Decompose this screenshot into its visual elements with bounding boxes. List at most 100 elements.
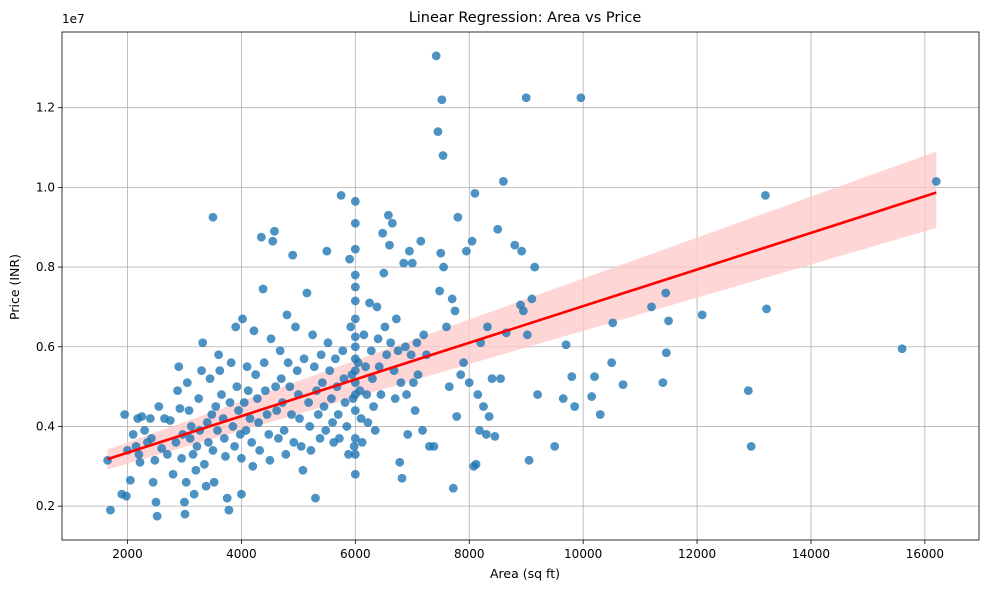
data-point: [177, 453, 187, 463]
data-point: [245, 414, 255, 423]
data-point: [401, 342, 410, 352]
data-point: [287, 410, 296, 419]
data-point: [192, 441, 202, 451]
data-point: [175, 404, 185, 413]
x-tick-label: 14000: [792, 547, 830, 561]
data-point: [313, 410, 323, 419]
data-point: [306, 445, 316, 455]
data-point: [387, 218, 397, 228]
data-point: [321, 426, 331, 435]
y-tick-label: 1.2: [36, 101, 55, 115]
data-point: [344, 449, 353, 459]
data-point: [327, 394, 336, 403]
data-point: [148, 477, 158, 487]
data-point: [403, 430, 413, 439]
data-point: [372, 302, 382, 312]
data-point: [209, 477, 219, 487]
y-tick-label: 0.8: [36, 260, 55, 274]
data-point: [249, 326, 259, 336]
data-point: [305, 422, 315, 431]
data-point: [339, 374, 349, 384]
data-point: [385, 240, 394, 250]
data-point: [473, 390, 483, 399]
data-point: [173, 386, 183, 395]
data-point: [561, 340, 571, 350]
data-point: [221, 451, 230, 461]
data-point: [448, 483, 458, 493]
data-point: [456, 370, 466, 380]
data-point: [151, 497, 161, 507]
data-point: [201, 481, 211, 491]
y-tick-label: 0.4: [36, 419, 55, 433]
data-point: [202, 418, 212, 427]
data-point: [931, 177, 941, 186]
data-point: [316, 350, 326, 360]
data-point: [350, 469, 360, 479]
data-point: [302, 288, 312, 298]
data-point: [289, 437, 299, 447]
data-point: [386, 338, 396, 348]
data-point: [137, 412, 147, 421]
data-point: [530, 262, 540, 272]
data-point: [322, 246, 332, 256]
data-point: [268, 236, 278, 246]
data-point: [470, 188, 480, 198]
data-point: [444, 382, 454, 392]
data-point: [315, 434, 325, 443]
x-tick-label: 10000: [564, 547, 602, 561]
data-point: [365, 298, 374, 308]
data-point: [147, 434, 156, 443]
data-point: [292, 366, 302, 376]
x-tick-label: 16000: [906, 547, 944, 561]
data-point: [452, 412, 462, 421]
data-point: [550, 441, 560, 451]
data-point: [382, 350, 392, 360]
data-point: [317, 378, 327, 388]
data-point: [283, 358, 293, 368]
data-point: [370, 426, 380, 435]
data-point: [231, 322, 241, 332]
data-point: [340, 398, 350, 407]
data-point: [366, 346, 376, 356]
data-point: [558, 394, 568, 403]
data-point: [350, 218, 360, 228]
data-point: [743, 386, 753, 395]
data-point: [418, 426, 427, 435]
data-point: [184, 406, 194, 415]
data-point: [524, 455, 534, 465]
data-point: [325, 366, 335, 376]
data-point: [265, 455, 275, 465]
data-point: [402, 390, 411, 399]
data-point: [406, 350, 416, 360]
data-point: [618, 380, 628, 390]
data-point: [378, 228, 388, 238]
data-point: [262, 410, 272, 419]
data-point: [288, 250, 298, 260]
data-point: [285, 382, 295, 392]
data-point: [499, 177, 508, 186]
data-point: [399, 258, 409, 268]
data-point: [120, 410, 130, 419]
data-point: [350, 282, 360, 292]
data-point: [356, 414, 366, 423]
data-point: [587, 392, 597, 401]
data-point: [391, 314, 401, 324]
data-point: [260, 386, 270, 395]
data-point: [363, 418, 373, 427]
data-point: [181, 477, 191, 487]
data-point: [439, 262, 449, 272]
data-point: [256, 232, 266, 242]
data-point: [510, 240, 520, 250]
data-point: [186, 422, 196, 431]
data-point: [311, 493, 320, 503]
data-point: [346, 322, 356, 332]
data-point: [761, 190, 770, 200]
data-point: [258, 284, 268, 294]
data-point: [475, 426, 484, 435]
regression-line: [107, 191, 937, 461]
data-point: [393, 346, 403, 356]
data-point: [405, 246, 414, 256]
data-point: [308, 330, 318, 340]
data-point: [442, 322, 451, 332]
data-point: [145, 414, 155, 423]
